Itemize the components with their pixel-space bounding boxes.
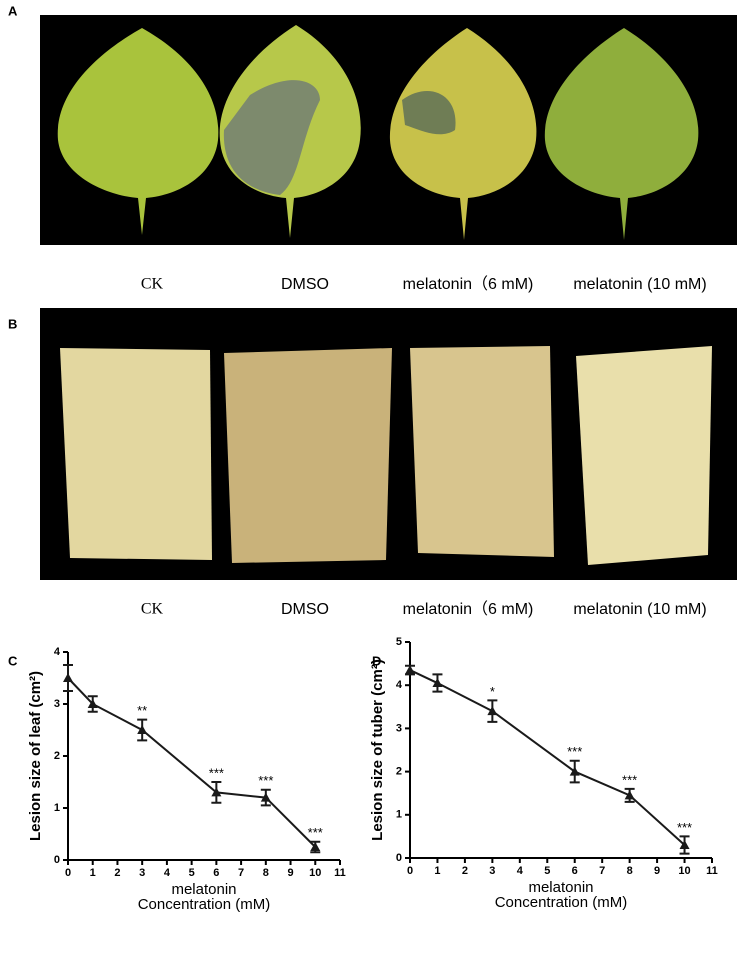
y-tick-label: 4 — [396, 679, 403, 691]
y-tick-label: 2 — [54, 750, 60, 762]
significance: *** — [258, 773, 273, 788]
significance: ** — [137, 703, 147, 718]
static-texts: A B C D CK DMSO melatonin（6 mM) melatoni… — [8, 3, 707, 668]
x-tick-label: 5 — [544, 865, 550, 877]
marker — [405, 665, 415, 675]
marker — [63, 673, 73, 682]
x-tick-label: 0 — [407, 865, 413, 877]
line — [67, 677, 316, 848]
significance: *** — [209, 765, 224, 780]
x-tick-label: 8 — [627, 865, 633, 877]
caption: melatonin（6 mM) — [403, 600, 534, 618]
panel-label: D — [372, 653, 381, 668]
panel-label: A — [8, 3, 18, 18]
x-tick-label: 6 — [213, 867, 219, 879]
x-axis-label: melatonin — [528, 879, 593, 896]
significance: *** — [677, 820, 692, 835]
x-tick-label: 7 — [238, 867, 244, 879]
marker — [260, 792, 271, 802]
marker — [137, 725, 148, 734]
marker — [211, 787, 222, 797]
significance: *** — [308, 825, 323, 840]
x-tick-label: 2 — [462, 865, 468, 877]
y-tick-label: 3 — [396, 722, 402, 734]
x-tick-label: 4 — [517, 865, 524, 877]
y-tick-label: 0 — [396, 852, 402, 864]
y-tick-label: 0 — [54, 854, 60, 866]
y-tick-label: 3 — [54, 698, 60, 710]
marker — [569, 766, 580, 776]
significance: *** — [622, 772, 637, 787]
y-axis-label: Lesion size of tuber (cm²) — [369, 659, 386, 841]
x-tick-label: 7 — [599, 865, 605, 877]
y-tick-label: 2 — [396, 766, 402, 778]
caption: CK — [141, 276, 164, 293]
significance: *** — [567, 744, 582, 759]
x-tick-label: 10 — [309, 867, 321, 879]
marker — [310, 842, 321, 851]
y-tick-label: 1 — [396, 809, 402, 821]
x-tick-label: 3 — [139, 867, 145, 879]
x-tick-label: 10 — [678, 865, 690, 877]
caption: DMSO — [281, 276, 329, 293]
x-tick-label: 9 — [287, 867, 293, 879]
marker — [624, 790, 635, 800]
x-tick-label: 6 — [572, 865, 578, 877]
caption: melatonin（6 mM) — [403, 275, 534, 293]
panel-label: B — [8, 316, 17, 331]
caption: DMSO — [281, 601, 329, 618]
significance: * — [490, 684, 495, 699]
panel-label: C — [8, 653, 18, 668]
x-tick-label: 3 — [489, 865, 495, 877]
leaves — [57, 25, 699, 240]
caption: melatonin (10 mM) — [573, 601, 706, 618]
line — [409, 669, 686, 846]
x-tick-label: 9 — [654, 865, 660, 877]
y-tick-label: 4 — [54, 646, 61, 658]
x-tick-label: 1 — [90, 867, 96, 879]
x-axis-label: Concentration (mM) — [138, 896, 271, 913]
y-tick-label: 1 — [54, 802, 60, 814]
x-tick-label: 1 — [434, 865, 440, 877]
caption: melatonin (10 mM) — [573, 276, 706, 293]
marker — [679, 840, 690, 850]
x-tick-label: 8 — [263, 867, 269, 879]
x-tick-label: 0 — [65, 867, 71, 879]
x-axis-label: Concentration (mM) — [495, 894, 628, 911]
x-axis-label: melatonin — [171, 881, 236, 898]
x-tick-label: 2 — [114, 867, 120, 879]
x-tick-label: 11 — [334, 867, 346, 879]
x-tick-label: 11 — [706, 865, 718, 877]
caption: CK — [141, 601, 164, 618]
x-tick-label: 4 — [164, 867, 171, 879]
marker — [87, 699, 98, 708]
x-tick-label: 5 — [189, 867, 195, 879]
y-tick-label: 5 — [396, 636, 402, 648]
tubers — [60, 346, 712, 565]
marker — [487, 706, 498, 716]
y-axis-label: Lesion size of leaf (cm²) — [27, 671, 44, 841]
marker — [432, 678, 443, 688]
